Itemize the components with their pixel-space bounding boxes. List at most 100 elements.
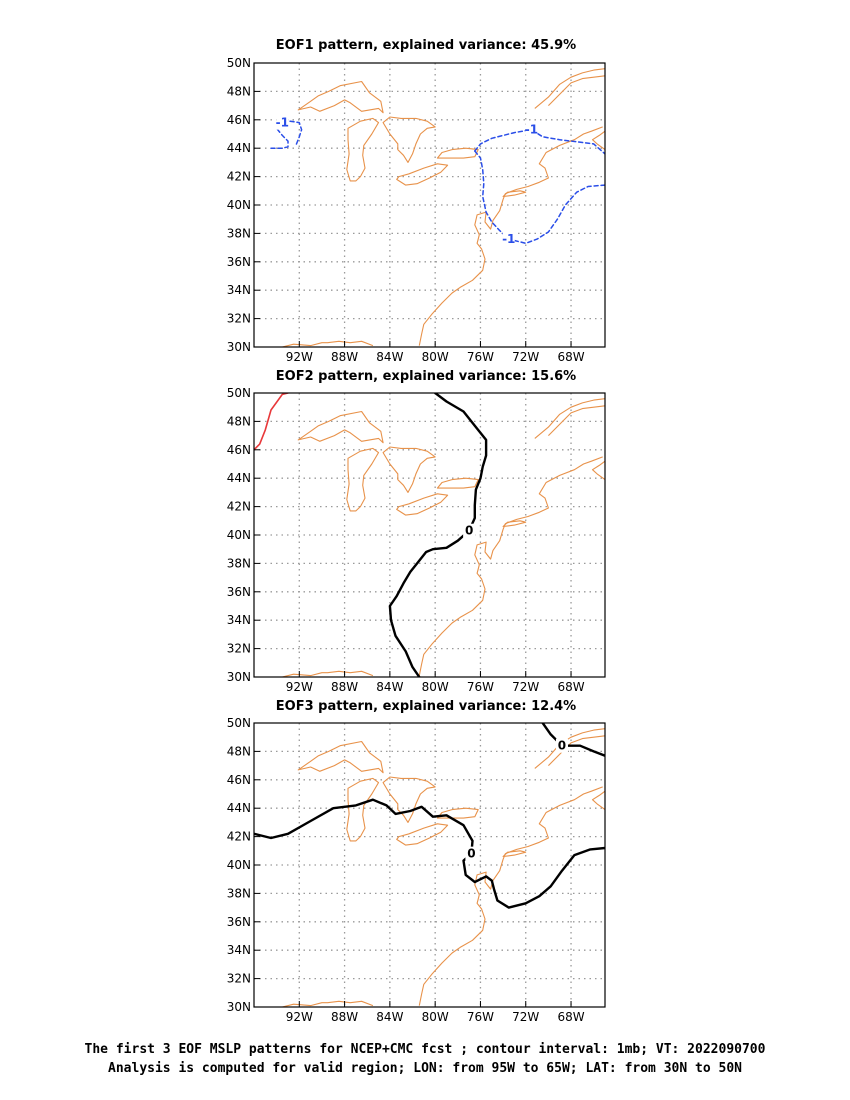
eof1-coastline-gulf-coast bbox=[282, 340, 374, 347]
eof1-lon-tick-label: 88W bbox=[331, 350, 358, 364]
eof3-contour-zero bbox=[541, 723, 605, 757]
eof1-coastlines bbox=[282, 68, 605, 347]
eof1-lon-tick-label: 92W bbox=[286, 350, 313, 364]
eof3-lat-tick-label: 50N bbox=[227, 716, 251, 730]
eof3-coastline-east-coast bbox=[418, 786, 603, 1006]
eof1-lat-tick-label: 42N bbox=[227, 170, 251, 184]
eof2-lat-tick-label: 36N bbox=[227, 585, 251, 599]
eof3-lon-tick-label: 72W bbox=[512, 1010, 539, 1024]
eof2-coastline-lake-erie bbox=[396, 493, 449, 516]
eof2-lon-tick-label: 72W bbox=[512, 680, 539, 694]
figure-caption-line1: The first 3 EOF MSLP patterns for NCEP+C… bbox=[85, 1042, 766, 1057]
eof3-contour-label: 0 bbox=[558, 739, 566, 753]
eof3-coastline-lake-superior bbox=[297, 740, 384, 774]
eof1-coastline-st-lawrence-north bbox=[534, 68, 605, 109]
eof3-lat-tick-label: 34N bbox=[227, 943, 251, 957]
eof1-lat-tick-label: 38N bbox=[227, 226, 251, 240]
eof1-axis-ticks: 92W 88W 84W 80W 76W 72W 68W 30N 32N 34N 36N 38N 40N 4… bbox=[227, 56, 585, 364]
eof3-lat-tick-label: 32N bbox=[227, 972, 251, 986]
eof3-panel: EOF3 pattern, explained variance: 12.4% … bbox=[227, 699, 606, 1024]
eof1-lat-tick-label: 40N bbox=[227, 198, 251, 212]
eof3-lat-tick-label: 42N bbox=[227, 830, 251, 844]
eof3-coastline-nova-scotia bbox=[591, 790, 605, 811]
eof3-contour-label-bg bbox=[555, 738, 568, 753]
eof1-contour-label: -1 bbox=[502, 232, 515, 246]
eof2-lat-tick-label: 44N bbox=[227, 471, 251, 485]
eof2-coastlines bbox=[282, 398, 605, 677]
eof3-lat-tick-label: 40N bbox=[227, 858, 251, 872]
eof1-coastline-st-lawrence-south bbox=[548, 75, 605, 106]
eof2-coastline-lake-ontario bbox=[436, 477, 479, 489]
eof3-lat-tick-label: 46N bbox=[227, 773, 251, 787]
eof1-lon-tick-label: 76W bbox=[467, 350, 494, 364]
eof2-lon-tick-label: 76W bbox=[467, 680, 494, 694]
eof1-coastline-lake-erie bbox=[396, 163, 449, 186]
eof3-lon-tick-label: 80W bbox=[422, 1010, 449, 1024]
eof3-coastline-st-lawrence-south bbox=[548, 735, 605, 766]
eof2-lat-tick-label: 40N bbox=[227, 528, 251, 542]
eof3-grid bbox=[254, 723, 605, 1007]
eof3-lon-tick-label: 76W bbox=[467, 1010, 494, 1024]
eof2-lat-tick-label: 30N bbox=[227, 670, 251, 684]
eof2-contour-positive bbox=[254, 393, 289, 451]
eof2-contour-label: 0 bbox=[465, 524, 473, 538]
eof2-coastline-st-lawrence-north bbox=[534, 398, 605, 439]
eof1-coastline-lake-ontario bbox=[436, 147, 479, 159]
eof3-lon-tick-label: 88W bbox=[331, 1010, 358, 1024]
eof2-contour-zero bbox=[388, 393, 488, 677]
eof2-coastline-nova-scotia bbox=[591, 460, 605, 481]
eof1-panel: EOF1 pattern, explained variance: 45.9% … bbox=[227, 38, 606, 364]
eof3-coastlines bbox=[282, 728, 605, 1007]
eof3-coastline-st-lawrence-north bbox=[534, 728, 605, 769]
eof1-lon-tick-label: 80W bbox=[422, 350, 449, 364]
eof1-coastline-nova-scotia bbox=[591, 130, 605, 151]
eof1-lat-tick-label: 34N bbox=[227, 283, 251, 297]
eof2-lon-tick-label: 92W bbox=[286, 680, 313, 694]
eof1-coastline-lake-michigan bbox=[346, 117, 380, 182]
eof2-lat-tick-label: 50N bbox=[227, 386, 251, 400]
eof2-panel: EOF2 pattern, explained variance: 15.6% … bbox=[227, 369, 606, 694]
eof1-lat-tick-label: 36N bbox=[227, 255, 251, 269]
eof2-lat-tick-label: 34N bbox=[227, 613, 251, 627]
eof1-lon-tick-label: 72W bbox=[512, 350, 539, 364]
eof2-lat-tick-label: 46N bbox=[227, 443, 251, 457]
eof2-coastline-lake-huron bbox=[382, 446, 436, 493]
eof3-coastline-long-island bbox=[502, 850, 527, 858]
eof2-coastline-east-coast bbox=[418, 456, 603, 676]
eof1-coastline-lake-superior bbox=[297, 80, 384, 114]
eof3-lat-tick-label: 30N bbox=[227, 1000, 251, 1014]
eof3-lon-tick-label: 92W bbox=[286, 1010, 313, 1024]
eof2-axis-ticks: 92W 88W 84W 80W 76W 72W 68W 30N 32N 34N 36N 38N 40N 4… bbox=[227, 386, 585, 694]
eof2-lat-tick-label: 32N bbox=[227, 642, 251, 656]
eof1-lat-tick-label: 50N bbox=[227, 56, 251, 70]
eof1-lat-tick-label: 48N bbox=[227, 84, 251, 98]
eof2-coastline-lake-michigan bbox=[346, 447, 380, 512]
eof1-contour-label-bg bbox=[502, 232, 515, 247]
eof2-lon-tick-label: 80W bbox=[422, 680, 449, 694]
eof1-lat-tick-label: 46N bbox=[227, 113, 251, 127]
eof3-contour-zero bbox=[254, 798, 605, 909]
eof1-lat-tick-label: 44N bbox=[227, 141, 251, 155]
eof1-contour-label: -1 bbox=[276, 116, 289, 130]
eof2-contours: 0 bbox=[254, 393, 488, 677]
eof3-lon-tick-label: 68W bbox=[557, 1010, 584, 1024]
eof3-panel-title: EOF3 pattern, explained variance: 12.4% bbox=[276, 699, 576, 714]
eof1-panel-title: EOF1 pattern, explained variance: 45.9% bbox=[276, 38, 576, 53]
eof1-contour-label-bg bbox=[525, 122, 538, 137]
eof1-coastline-lake-huron bbox=[382, 116, 436, 163]
eof2-panel-title: EOF2 pattern, explained variance: 15.6% bbox=[276, 369, 576, 384]
eof3-axis-ticks: 92W 88W 84W 80W 76W 72W 68W 30N 32N 34N 36N 38N 40N 4… bbox=[227, 716, 585, 1024]
eof2-lat-tick-label: 42N bbox=[227, 500, 251, 514]
eof2-lon-tick-label: 68W bbox=[557, 680, 584, 694]
eof2-grid bbox=[254, 393, 605, 677]
eof3-lon-tick-label: 84W bbox=[376, 1010, 403, 1024]
eof2-lon-tick-label: 88W bbox=[331, 680, 358, 694]
eof3-coastline-lake-huron bbox=[382, 776, 436, 823]
eof3-lat-tick-label: 44N bbox=[227, 801, 251, 815]
eof3-lat-tick-label: 36N bbox=[227, 915, 251, 929]
eof3-lat-tick-label: 48N bbox=[227, 744, 251, 758]
eof1-grid bbox=[254, 63, 605, 347]
eof3-coastline-lake-michigan bbox=[346, 777, 380, 842]
eof1-coastline-long-island bbox=[502, 190, 527, 198]
